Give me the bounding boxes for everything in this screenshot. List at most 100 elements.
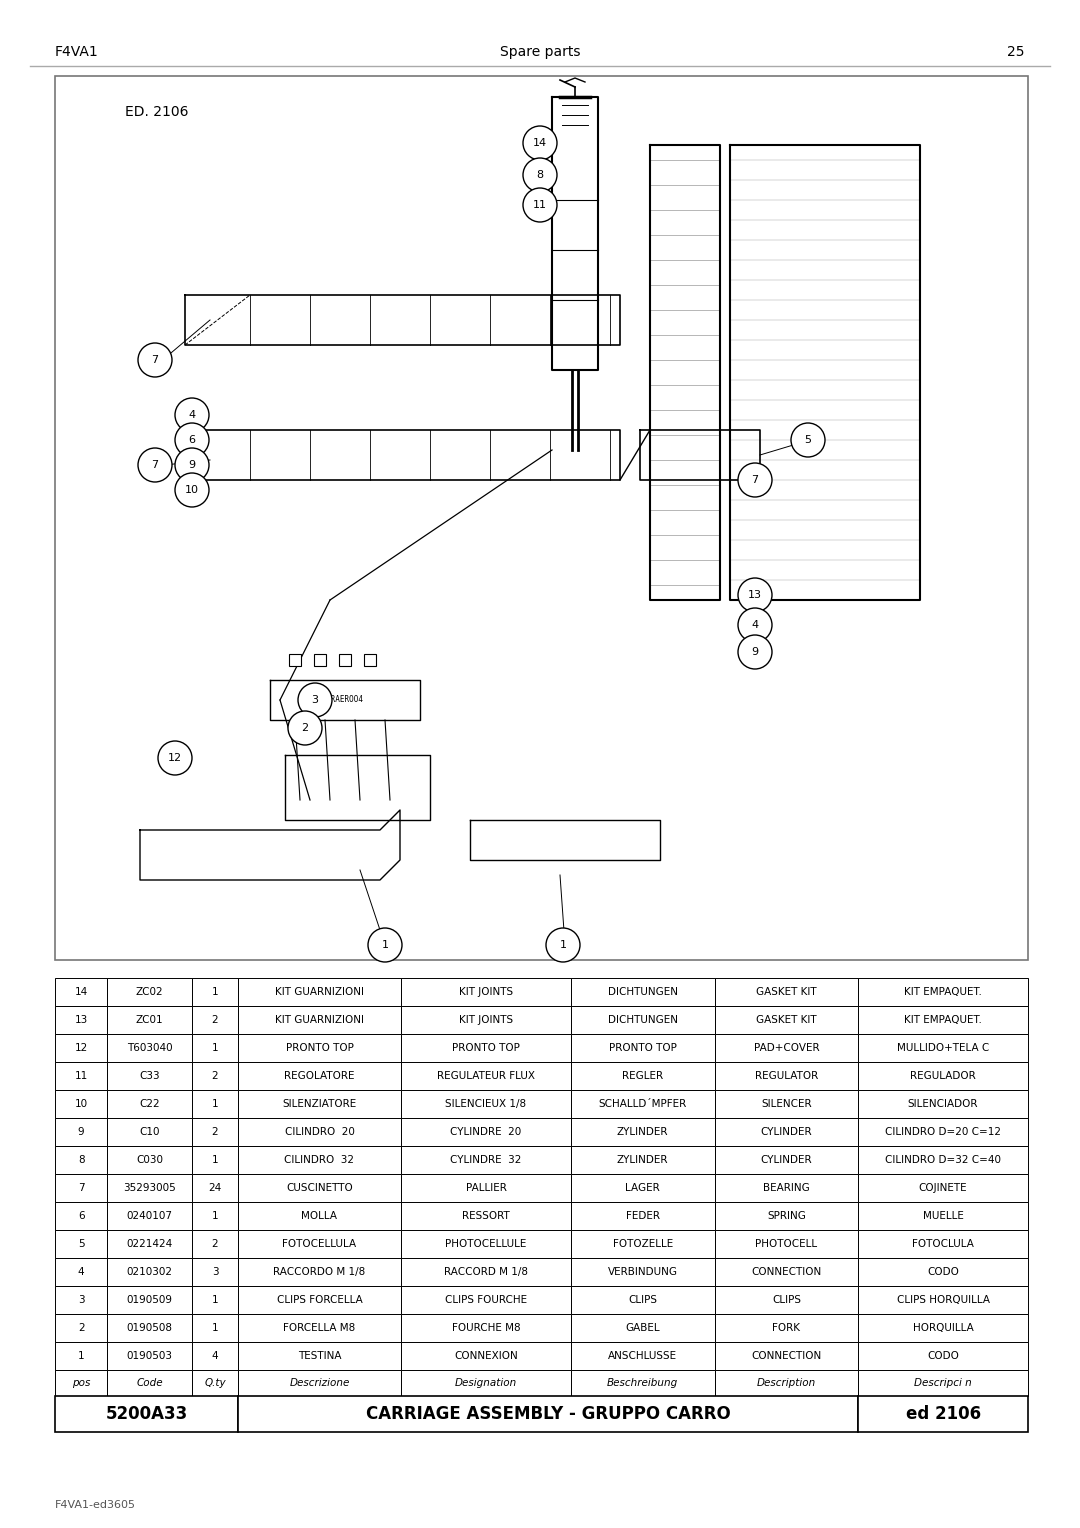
Bar (859, 1287, 1028, 1314)
Text: Code: Code (136, 1378, 163, 1387)
Text: CYLINDRE  20: CYLINDRE 20 (450, 1128, 522, 1137)
Bar (55, 1371, 107, 1397)
Text: 2: 2 (212, 1071, 218, 1080)
Text: F4VA1: F4VA1 (55, 44, 98, 60)
Bar (238, 1174, 401, 1203)
Bar (859, 1118, 1028, 1146)
Bar (107, 1062, 192, 1089)
Bar (364, 654, 376, 666)
Text: FEDER: FEDER (625, 1212, 660, 1221)
Bar (314, 654, 326, 666)
Bar (238, 978, 401, 1005)
Bar (401, 1203, 571, 1230)
Text: SCHALLD´MPFER: SCHALLD´MPFER (598, 1099, 687, 1109)
Bar (55, 1314, 107, 1342)
Bar (401, 1342, 571, 1371)
Bar (238, 1397, 859, 1432)
Bar (192, 1118, 238, 1146)
Bar (401, 1174, 571, 1203)
Text: 13: 13 (748, 590, 762, 601)
Bar (859, 1371, 1028, 1397)
Text: CYLINDER: CYLINDER (760, 1128, 812, 1137)
Text: 10: 10 (185, 484, 199, 495)
Bar (859, 1005, 1028, 1034)
Text: COJINETE: COJINETE (919, 1183, 968, 1193)
Text: DICHTUNGEN: DICHTUNGEN (608, 987, 678, 996)
Text: 0210302: 0210302 (126, 1267, 173, 1277)
Text: CLIPS FORCELLA: CLIPS FORCELLA (276, 1296, 363, 1305)
Bar (238, 1034, 401, 1062)
Bar (859, 1034, 1028, 1062)
Bar (571, 1342, 715, 1371)
Bar (55, 1034, 107, 1062)
Bar (289, 654, 301, 666)
Text: PRONTO TOP: PRONTO TOP (285, 1044, 353, 1053)
Text: 1: 1 (212, 987, 218, 996)
Bar (107, 1118, 192, 1146)
Text: FORCELLA M8: FORCELLA M8 (283, 1323, 355, 1332)
Bar (571, 1062, 715, 1089)
Text: RACCORD M 1/8: RACCORD M 1/8 (444, 1267, 528, 1277)
Circle shape (738, 636, 772, 669)
Bar (55, 1005, 107, 1034)
Bar (55, 1089, 107, 1118)
Circle shape (175, 448, 210, 481)
Text: 1: 1 (212, 1296, 218, 1305)
Text: 5: 5 (78, 1239, 84, 1248)
Bar (859, 1062, 1028, 1089)
Bar (715, 1342, 859, 1371)
Bar (55, 76, 1028, 960)
Text: 7: 7 (151, 460, 159, 471)
Bar (401, 1258, 571, 1287)
Bar (401, 1146, 571, 1174)
Text: Designation: Designation (455, 1378, 517, 1387)
Bar (107, 1005, 192, 1034)
Bar (238, 1089, 401, 1118)
Text: 4: 4 (78, 1267, 84, 1277)
Text: 12: 12 (167, 753, 183, 762)
Bar (192, 1146, 238, 1174)
Text: REGULATEUR FLUX: REGULATEUR FLUX (437, 1071, 535, 1080)
Bar (571, 1118, 715, 1146)
Text: 13: 13 (75, 1015, 87, 1025)
Bar (401, 1287, 571, 1314)
Bar (107, 1342, 192, 1371)
Bar (401, 1062, 571, 1089)
Text: 2: 2 (212, 1015, 218, 1025)
Text: 1: 1 (381, 940, 389, 950)
Bar (859, 1174, 1028, 1203)
Text: 2: 2 (212, 1128, 218, 1137)
Bar (238, 1230, 401, 1258)
Bar (192, 1005, 238, 1034)
Bar (107, 1146, 192, 1174)
Circle shape (523, 125, 557, 160)
Bar (715, 1371, 859, 1397)
Bar (715, 978, 859, 1005)
Text: PRONTO TOP: PRONTO TOP (609, 1044, 677, 1053)
Bar (238, 1314, 401, 1342)
Text: 1: 1 (212, 1323, 218, 1332)
Text: PALLIER: PALLIER (465, 1183, 507, 1193)
Text: TESTINA: TESTINA (298, 1351, 341, 1361)
Text: 3: 3 (212, 1267, 218, 1277)
Text: 2: 2 (301, 723, 309, 733)
Bar (192, 1089, 238, 1118)
Text: Description: Description (757, 1378, 816, 1387)
Bar (571, 1203, 715, 1230)
Bar (107, 1034, 192, 1062)
Text: 4: 4 (752, 620, 758, 630)
Text: ed 2106: ed 2106 (905, 1406, 981, 1423)
Bar (107, 1287, 192, 1314)
Text: 3: 3 (78, 1296, 84, 1305)
Bar (571, 1258, 715, 1287)
Bar (859, 1314, 1028, 1342)
Bar (55, 1397, 238, 1432)
Bar (192, 1203, 238, 1230)
Text: KIT GUARNIZIONI: KIT GUARNIZIONI (275, 1015, 364, 1025)
Text: KIT EMPAQUET.: KIT EMPAQUET. (904, 987, 982, 996)
Text: LAGER: LAGER (625, 1183, 660, 1193)
Bar (192, 1174, 238, 1203)
Text: REGLER: REGLER (622, 1071, 663, 1080)
Text: 8: 8 (78, 1155, 84, 1164)
Text: 2: 2 (212, 1239, 218, 1248)
